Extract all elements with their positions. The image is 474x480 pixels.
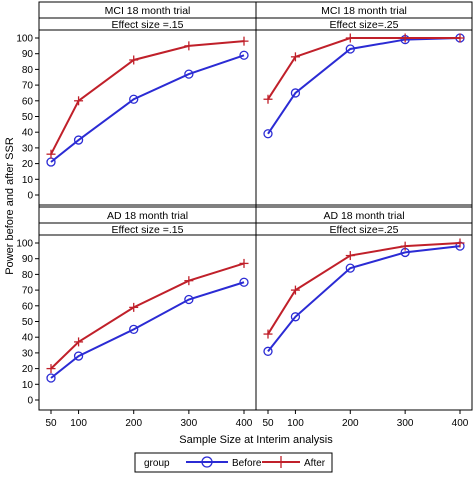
legend-box	[134, 452, 333, 473]
panel-effect-label: Effect size=.25	[330, 19, 399, 31]
y-tick-label: 90	[22, 254, 34, 265]
x-tick-label: 200	[125, 418, 142, 429]
data-point-after	[455, 33, 465, 43]
y-tick-label: 40	[22, 128, 34, 139]
panel-effect-label: Effect size =.15	[112, 224, 184, 236]
legend-after-label: After	[304, 458, 326, 469]
y-tick-label: 30	[22, 143, 34, 154]
data-point-after	[184, 41, 194, 51]
series-line-before	[267, 37, 461, 135]
data-point-after	[400, 241, 410, 251]
panel-trial-label: AD 18 month trial	[107, 210, 188, 222]
x-axis-title: Sample Size at Interim analysis	[179, 434, 333, 446]
data-point-before	[345, 44, 355, 54]
x-tick-label: 300	[181, 418, 198, 429]
data-point-after	[129, 55, 139, 65]
y-tick-label: 70	[22, 286, 34, 297]
panel-frames: MCI 18 month trial Effect size =.15 MCI 18…	[38, 1, 473, 411]
y-tick-label: 40	[22, 333, 34, 344]
legend-before-marker	[201, 456, 213, 468]
y-tick-label: 50	[22, 317, 34, 328]
y-tick-label: 60	[22, 96, 34, 107]
data-point-before	[290, 88, 301, 98]
data-point-after	[239, 36, 249, 46]
data-point-after	[129, 302, 139, 312]
data-point-after	[184, 276, 194, 286]
data-point-after	[74, 96, 84, 106]
data-point-after	[455, 238, 465, 248]
data-point-before	[184, 294, 194, 305]
panel-effect-label: Effect size =.15	[112, 19, 184, 31]
panel-trial-label: MCI 18 month trial	[321, 5, 407, 17]
y-tick-label: 0	[27, 191, 33, 202]
series-line-before	[50, 54, 245, 163]
data-point-before	[345, 263, 355, 273]
y-tick-label: 30	[22, 348, 34, 359]
data-point-after	[263, 329, 273, 339]
panel-trial-label: AD 18 month trial	[323, 210, 404, 222]
data-point-before	[290, 312, 301, 322]
data-point-before	[239, 277, 249, 287]
data-point-before	[129, 94, 139, 104]
series-line-before	[50, 281, 245, 379]
x-tick-label: 400	[236, 418, 253, 429]
y-tick-label: 10	[22, 175, 34, 186]
data-point-after	[345, 33, 355, 43]
data-point-before	[129, 324, 139, 335]
x-tick-label: 300	[397, 418, 414, 429]
y-tick-label: 10	[22, 380, 34, 391]
legend: group Before After	[134, 452, 333, 473]
panel-effect-strip	[255, 17, 473, 31]
x-tick-label: 50	[262, 418, 274, 429]
data-point-after	[400, 33, 410, 43]
y-tick-label: 80	[22, 65, 34, 76]
x-tick-label: 400	[452, 418, 469, 429]
series-line-after	[50, 40, 245, 155]
data-point-after	[290, 52, 300, 62]
x-tick-label: 100	[287, 418, 304, 429]
data-point-after	[263, 94, 273, 104]
y-tick-label: 90	[22, 49, 34, 60]
y-tick-label: 50	[22, 112, 34, 123]
y-axis-title: Power before and after SSR	[4, 137, 16, 275]
y-tick-label: 60	[22, 301, 34, 312]
x-tick-label: 100	[70, 418, 87, 429]
legend-before-label: Before	[232, 458, 262, 469]
data-point-after	[290, 285, 300, 295]
data-point-before	[184, 69, 194, 79]
axes: 0 10 20 30 40 50 60 70 80 90 100 0 10 20 30 40 50 60 70 80 9…	[4, 34, 469, 447]
y-tick-label: 80	[22, 270, 34, 281]
data-point-before	[73, 135, 84, 145]
legend-title: group	[144, 458, 170, 469]
y-tick-label: 100	[16, 34, 33, 45]
series-layer	[46, 33, 465, 383]
y-tick-label: 20	[22, 159, 34, 170]
data-point-after	[345, 251, 355, 261]
panel-effect-label: Effect size=.25	[330, 224, 399, 236]
data-point-before	[46, 373, 56, 383]
data-point-after	[239, 258, 249, 268]
y-tick-label: 20	[22, 364, 34, 375]
y-tick-label: 0	[27, 396, 33, 407]
data-point-after	[46, 364, 56, 374]
panel-trial-label: MCI 18 month trial	[105, 5, 191, 17]
data-point-before	[239, 50, 249, 60]
series-line-before	[267, 245, 461, 352]
data-point-before	[73, 351, 84, 361]
data-point-before	[263, 346, 273, 356]
data-point-before	[263, 129, 273, 139]
data-point-after	[74, 337, 84, 347]
y-tick-label: 100	[16, 239, 33, 250]
y-tick-label: 70	[22, 81, 34, 92]
data-point-after	[46, 149, 56, 159]
x-tick-label: 200	[342, 418, 359, 429]
x-tick-label: 50	[45, 418, 57, 429]
panel-effect-strip	[255, 222, 473, 236]
